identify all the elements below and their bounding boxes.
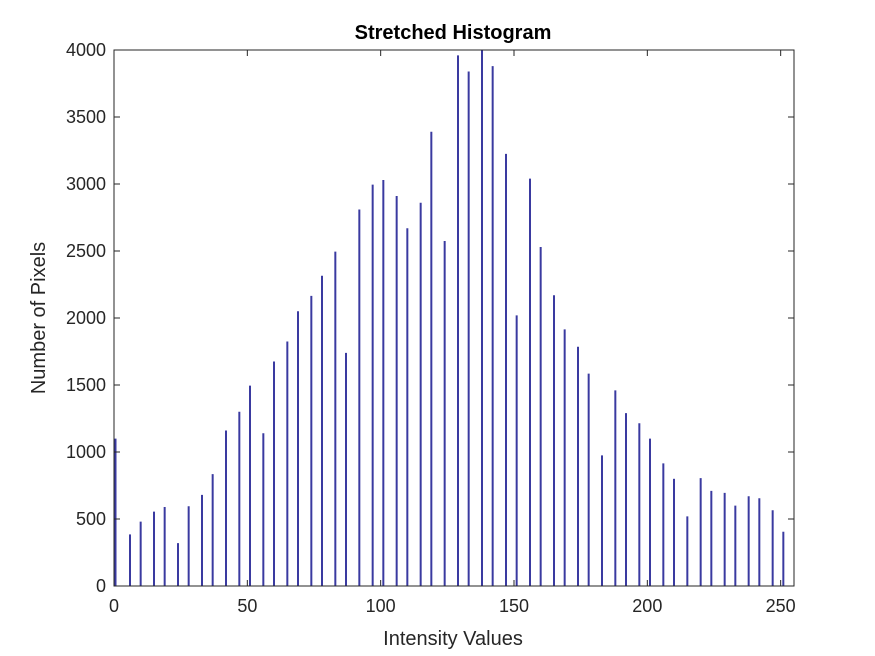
x-tick-label: 200: [632, 596, 662, 616]
y-tick-label: 1000: [66, 442, 106, 462]
x-tick-label: 50: [237, 596, 257, 616]
x-tick-label: 0: [109, 596, 119, 616]
y-axis: 0 500 1000 1500 2000 2500 3000 3500 4000: [66, 40, 794, 596]
x-axis: 0 50 100 150 200 250: [109, 50, 796, 616]
y-tick-label: 3500: [66, 107, 106, 127]
y-axis-label: Number of Pixels: [28, 242, 50, 394]
x-tick-label: 150: [499, 596, 529, 616]
y-tick-label: 2000: [66, 308, 106, 328]
y-tick-label: 500: [76, 509, 106, 529]
chart-title: Stretched Histogram: [355, 22, 552, 44]
x-tick-label: 100: [366, 596, 396, 616]
x-axis-label: Intensity Values: [383, 628, 523, 650]
y-tick-label: 4000: [66, 40, 106, 60]
y-tick-label: 0: [96, 576, 106, 596]
plot-background: [114, 50, 794, 586]
bars-group: [114, 50, 785, 586]
x-tick-label: 250: [766, 596, 796, 616]
y-tick-label: 1500: [66, 375, 106, 395]
y-tick-label: 3000: [66, 174, 106, 194]
y-tick-label: 2500: [66, 241, 106, 261]
